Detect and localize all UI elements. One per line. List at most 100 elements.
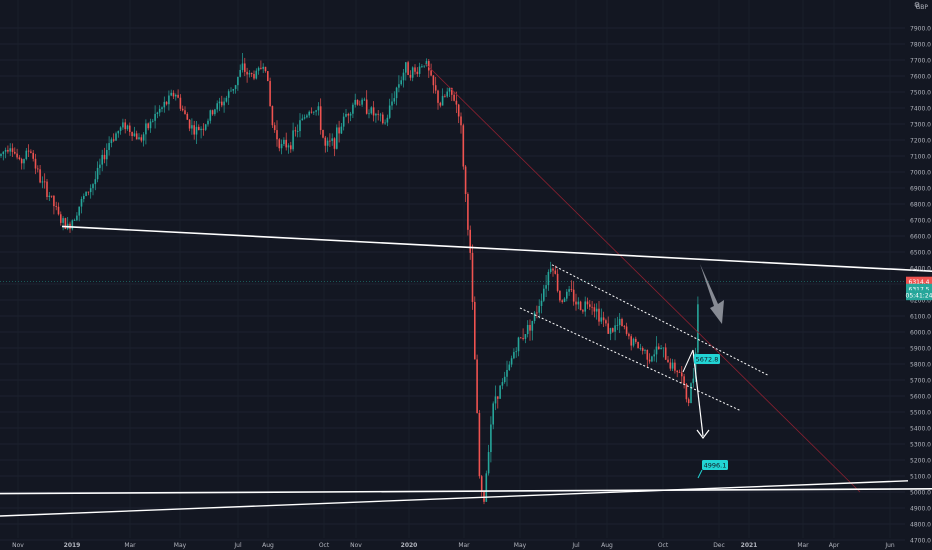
channel-lower-line xyxy=(519,307,741,411)
y-tick-label: 6400.0 xyxy=(910,266,931,273)
candle-body xyxy=(625,326,628,334)
candle-body xyxy=(612,328,614,332)
candle-body xyxy=(697,304,699,353)
candle-body xyxy=(99,164,101,168)
candle-body xyxy=(124,122,126,130)
candle-body xyxy=(607,323,609,334)
candle-body xyxy=(609,328,612,334)
candle-body xyxy=(437,90,439,103)
candle-body xyxy=(340,126,343,134)
candle-body xyxy=(503,376,506,383)
currency-label: GBP xyxy=(916,4,929,11)
y-tick-label: 5300.0 xyxy=(910,442,931,449)
candle-body xyxy=(536,312,538,314)
candle-body xyxy=(278,139,281,149)
candle-body xyxy=(614,325,616,332)
candle-body xyxy=(292,130,294,150)
candle-body xyxy=(48,195,51,197)
candle-body xyxy=(37,168,39,170)
candle-body xyxy=(308,111,310,116)
candle-body xyxy=(352,104,354,114)
y-tick-label: 5900.0 xyxy=(910,346,931,353)
candle-body xyxy=(234,85,237,89)
y-tick-label: 5000.0 xyxy=(910,490,931,497)
candle-body xyxy=(296,131,299,132)
candle-body xyxy=(593,307,596,312)
candle-body xyxy=(430,70,432,76)
x-axis[interactable]: Nov 2019 Mar May Jul Aug Oct Nov 2020 Mar May Jul Au… xyxy=(12,542,895,549)
candle-body xyxy=(106,149,108,160)
y-tick-label: 6000.0 xyxy=(910,330,931,337)
candle-body xyxy=(280,144,283,149)
candle-body xyxy=(149,121,152,129)
candle-body xyxy=(57,206,60,215)
candle-body xyxy=(398,84,400,88)
candle-body xyxy=(577,301,580,305)
candle-body xyxy=(480,476,483,492)
candle-body xyxy=(303,117,306,119)
candle-body xyxy=(669,362,672,369)
candle-body xyxy=(453,94,455,101)
candle-body xyxy=(165,101,168,105)
price-annotation-label: 4996.1 xyxy=(704,462,727,470)
candle-body xyxy=(294,130,297,132)
candle-body xyxy=(53,195,55,207)
candle-body xyxy=(644,349,646,351)
candle-body xyxy=(46,181,48,197)
y-axis[interactable]: GBP 4700.0 4800.0 4900.0 5000.0 5100.0 5200.0… xyxy=(910,1,931,545)
price-annotation-box xyxy=(702,460,728,470)
y-tick-label: 7000.0 xyxy=(910,170,931,177)
plot-area[interactable] xyxy=(0,52,699,505)
chart-grid xyxy=(0,27,905,541)
settings-icon: ⚙ xyxy=(914,1,920,9)
candle-body xyxy=(0,154,2,156)
candle-body xyxy=(122,122,124,128)
x-tick-label: Jul xyxy=(233,542,242,549)
candle-body xyxy=(250,73,253,75)
candle-body xyxy=(299,120,301,132)
candle-body xyxy=(175,94,177,97)
candle-body xyxy=(660,347,662,350)
candle-body xyxy=(455,100,458,105)
lower-trendline-b xyxy=(0,480,909,517)
candle-body xyxy=(27,150,30,152)
candle-body xyxy=(260,67,262,69)
y-tick-label: 7800.0 xyxy=(910,42,931,49)
candle-body xyxy=(552,268,554,271)
candle-body xyxy=(533,312,536,321)
candle-body xyxy=(9,148,11,152)
x-tick-label: Jul xyxy=(571,542,580,549)
candle-body xyxy=(83,195,85,199)
candle-body xyxy=(269,81,271,107)
candle-body xyxy=(400,80,402,85)
candle-body xyxy=(129,125,131,132)
candle-body xyxy=(623,326,626,327)
candle-body xyxy=(561,300,563,302)
candle-body xyxy=(347,114,350,116)
candle-body xyxy=(313,111,315,113)
candle-body xyxy=(570,289,573,290)
candle-body xyxy=(667,359,669,363)
candle-body xyxy=(163,101,166,108)
candle-body xyxy=(39,169,41,183)
candle-body xyxy=(32,152,34,159)
lower-trendline-a xyxy=(0,487,932,495)
candle-body xyxy=(333,138,336,149)
candle-body xyxy=(566,291,568,299)
candle-body xyxy=(393,98,396,102)
candle-body xyxy=(62,218,64,223)
candle-body xyxy=(356,99,359,105)
candle-body xyxy=(214,109,216,115)
candle-body xyxy=(425,61,428,66)
candle-body xyxy=(515,351,517,353)
candle-body xyxy=(554,270,557,274)
y-tick-label: 6900.0 xyxy=(910,186,931,193)
candle-body xyxy=(338,127,340,134)
candle-body xyxy=(267,71,269,82)
candle-body xyxy=(635,338,637,342)
x-tick-label: 2019 xyxy=(64,542,81,549)
y-tick-label: 7100.0 xyxy=(910,154,931,161)
candle-body xyxy=(135,133,138,140)
